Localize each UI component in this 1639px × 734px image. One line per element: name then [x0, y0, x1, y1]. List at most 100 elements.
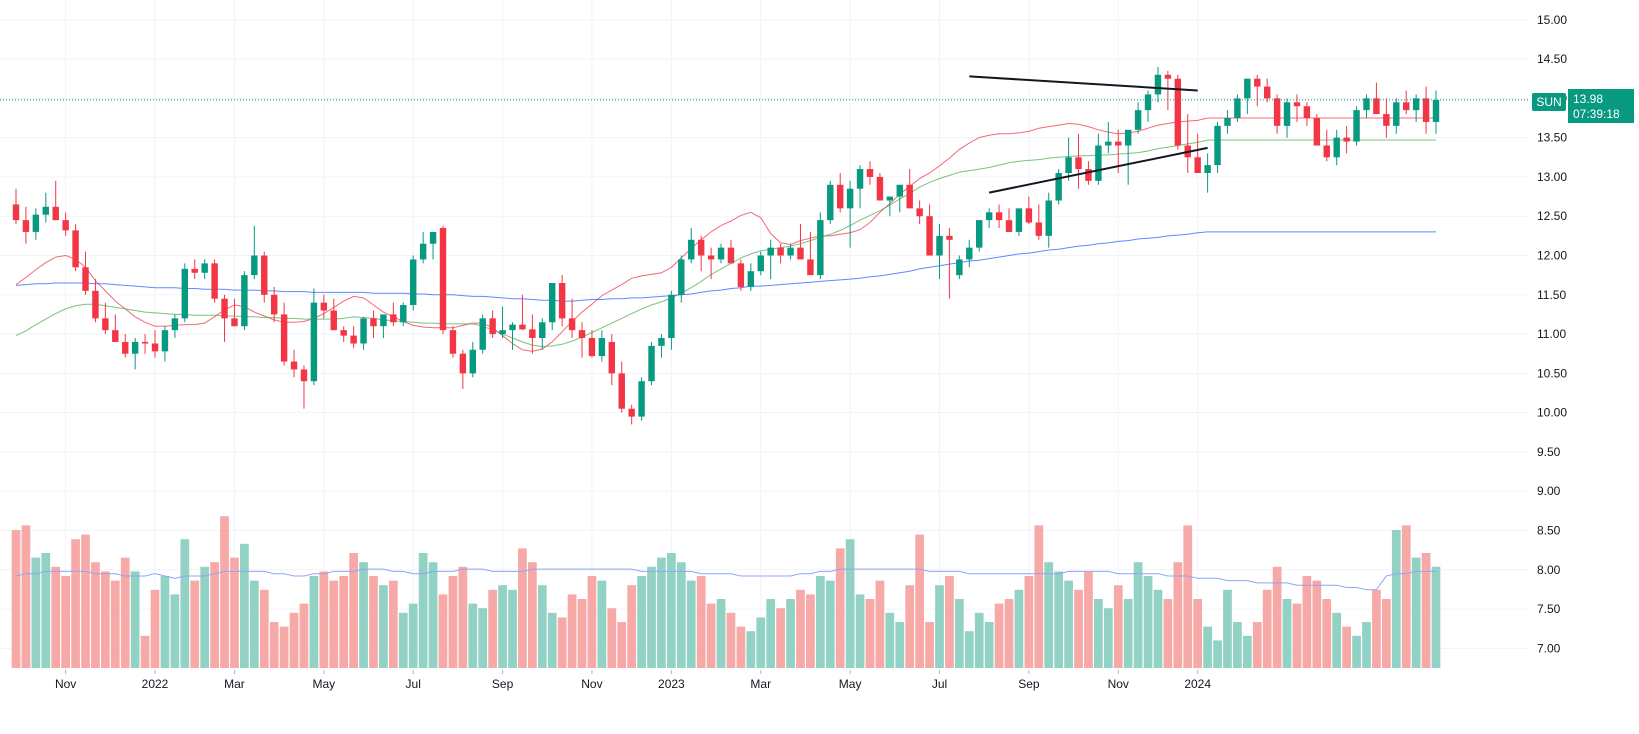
- volume-bar: [925, 622, 934, 668]
- candle-body: [1422, 98, 1430, 122]
- candle-body: [1363, 98, 1370, 111]
- countdown-label: 07:39:18: [1573, 107, 1620, 121]
- volume-bar: [736, 626, 746, 668]
- trendline-lower: [988, 146, 1208, 194]
- volume-bar: [240, 543, 249, 668]
- candle-body: [1323, 145, 1330, 158]
- volume-bar: [905, 585, 915, 668]
- candle-body: [419, 243, 427, 260]
- candle-body: [995, 212, 1003, 221]
- volume-bar: [1163, 599, 1173, 668]
- volume-bar: [1332, 612, 1342, 668]
- volume-bar: [1411, 557, 1421, 668]
- candle-body: [22, 220, 30, 232]
- candle-body: [340, 330, 347, 336]
- price-tick-label: 10.00: [1537, 406, 1567, 420]
- volume-bar: [885, 612, 895, 668]
- volume-bar: [766, 599, 776, 668]
- candle-body: [261, 255, 268, 295]
- time-tick-label: 2022: [142, 677, 169, 691]
- volume-bar: [1431, 566, 1441, 668]
- candle-body: [400, 305, 407, 323]
- candle-body: [549, 283, 556, 323]
- volume-bar: [130, 571, 140, 668]
- candle-body: [926, 216, 933, 256]
- candle-body: [827, 184, 834, 221]
- time-tick-label: May: [839, 677, 862, 691]
- volume-bar: [220, 516, 229, 668]
- volume-bar: [1074, 589, 1083, 668]
- volume-bar: [150, 589, 160, 668]
- candle-body: [568, 318, 576, 331]
- candle-body: [1055, 173, 1062, 201]
- symbol-badge: [1532, 93, 1566, 111]
- volume-bar: [667, 553, 676, 668]
- candle-body: [171, 318, 179, 331]
- candle-body: [439, 228, 447, 331]
- volume-bar: [1292, 603, 1302, 668]
- volume-bar: [1103, 608, 1113, 668]
- time-tick-label: Nov: [1108, 677, 1129, 691]
- candle-body: [1174, 78, 1182, 146]
- volume-bar: [1004, 599, 1014, 668]
- time-axis[interactable]: Nov 2022 Mar May Jul Sep Nov 2023 Mar May Jul Sep No…: [55, 670, 1211, 691]
- volume-bar: [468, 603, 478, 668]
- time-tick-label: Jul: [406, 677, 421, 691]
- candle-body: [112, 330, 119, 342]
- volume-bar: [865, 599, 875, 668]
- grid: [0, 0, 1528, 668]
- candle-body: [618, 373, 625, 409]
- candle-body: [936, 235, 943, 256]
- candle-body: [1254, 78, 1261, 87]
- candle-body: [52, 206, 59, 221]
- candle-body: [1343, 137, 1350, 142]
- candle-body: [658, 338, 665, 346]
- volume-bar: [110, 580, 120, 668]
- candle-body: [370, 318, 377, 327]
- price-tick-label: 13.00: [1537, 170, 1567, 184]
- volume-bar: [329, 580, 339, 668]
- volume-bar: [1084, 571, 1093, 668]
- volume-bar: [875, 580, 885, 668]
- volume-bar: [825, 580, 835, 668]
- candles: [12, 66, 1440, 425]
- candle-body: [916, 208, 923, 217]
- candle-body: [787, 247, 794, 256]
- volume-bar: [1252, 622, 1262, 668]
- time-tick-label: 2024: [1184, 677, 1211, 691]
- candle-body: [1045, 200, 1052, 236]
- candle-body: [62, 220, 69, 231]
- candle-body: [519, 324, 526, 330]
- volume-bar: [428, 562, 438, 668]
- volume-bar: [369, 576, 378, 668]
- volume-bar: [597, 580, 607, 668]
- volume-bar: [508, 589, 517, 668]
- candle-body: [459, 353, 467, 374]
- candle-body: [1005, 220, 1013, 232]
- candle-body: [608, 341, 616, 374]
- volume-bar: [379, 585, 388, 668]
- volume-bar: [101, 571, 110, 668]
- candle-body: [360, 318, 367, 344]
- volume-bar: [309, 576, 319, 668]
- volume-bar: [289, 612, 299, 668]
- candle-body: [727, 247, 735, 264]
- volume-bar: [806, 594, 815, 668]
- volume-bar: [349, 553, 358, 668]
- candle-body: [141, 341, 149, 344]
- volume-bar: [964, 631, 974, 668]
- time-tick-label: Nov: [581, 677, 602, 691]
- volume-bar: [1193, 599, 1203, 668]
- volume-bar: [726, 612, 736, 668]
- candle-body: [737, 263, 745, 287]
- price-axis[interactable]: 15.0014.5014.0013.5013.0012.5012.0011.50…: [1537, 13, 1567, 656]
- candle-body: [310, 302, 318, 382]
- volume-bar: [388, 580, 398, 668]
- candle-body: [1105, 141, 1112, 146]
- candle-body: [648, 345, 655, 382]
- volume-bar: [160, 576, 170, 668]
- volume-bar: [1173, 562, 1183, 668]
- price-tick-label: 9.50: [1537, 445, 1561, 459]
- volume-bar: [448, 576, 458, 668]
